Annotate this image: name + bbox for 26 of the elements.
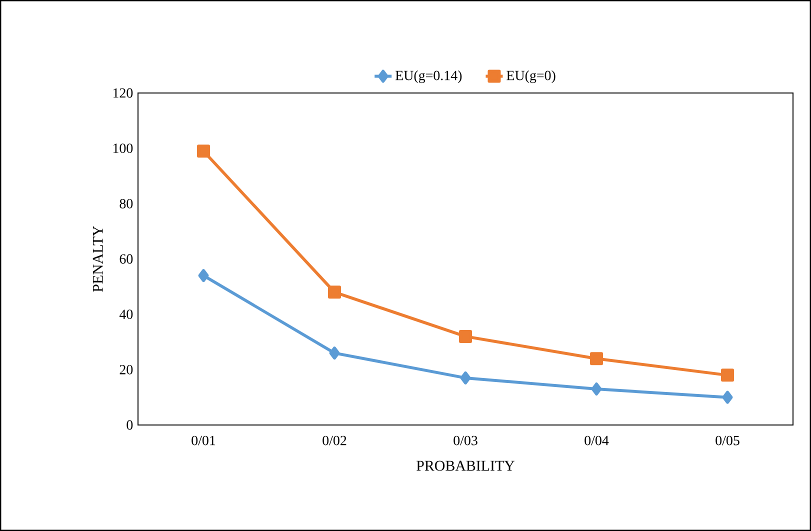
x-tick-label: 0/04: [584, 436, 609, 446]
point: [722, 390, 733, 404]
point: [459, 330, 472, 343]
x-tick-label: 0/01: [192, 436, 216, 446]
point: [591, 382, 602, 396]
point: [590, 352, 604, 366]
y-axis-title: PENALTY: [92, 226, 103, 292]
x-axis-title: PROBABILITY: [416, 460, 515, 471]
legend-label: EU(g=0): [506, 70, 556, 84]
x-tick-label: 0/03: [454, 436, 478, 446]
point: [328, 286, 342, 299]
point: [197, 144, 210, 158]
y-tick-label: 120: [113, 88, 133, 98]
y-tick-label: 0: [126, 420, 133, 430]
y-tick-label: 100: [113, 144, 133, 154]
point: [460, 371, 471, 384]
y-tick-label: 60: [120, 254, 133, 264]
x-tick-label: 0/05: [716, 436, 740, 446]
y-tick-label: 40: [119, 310, 133, 320]
point: [329, 346, 340, 360]
y-tick-label: 80: [120, 198, 133, 208]
y-tick-label: 20: [120, 364, 133, 374]
x-tick-label: 0/02: [322, 436, 346, 446]
legend-label: EU(g=0.14): [396, 70, 462, 84]
point: [721, 368, 734, 382]
point: [198, 269, 209, 282]
